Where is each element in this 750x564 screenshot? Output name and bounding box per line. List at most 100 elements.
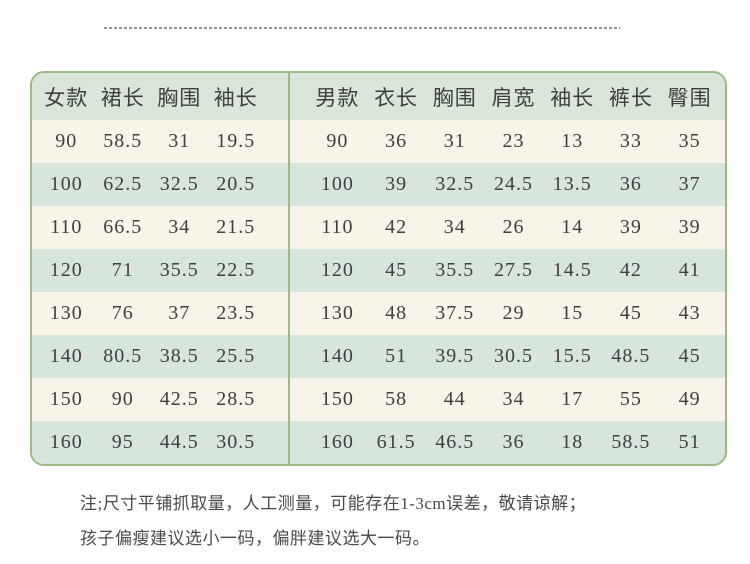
- women-row-110: 110 66.5 34 21.5: [32, 206, 288, 249]
- value-cell: 45: [678, 345, 701, 367]
- value-cell: 13.5: [552, 173, 592, 195]
- measurement-note: 注;尺寸平铺抓取量，人工测量，可能存在1-3cm误差，敬请谅解； 孩子偏瘦建议选…: [80, 486, 586, 556]
- value-cell: 76: [111, 302, 134, 324]
- value-cell: 58.5: [611, 431, 651, 453]
- value-cell: 39: [619, 216, 642, 238]
- value-cell: 95: [111, 431, 134, 453]
- value-cell: 23.5: [216, 302, 256, 324]
- header-cell: 女款: [44, 85, 89, 110]
- value-cell: 14: [561, 216, 584, 238]
- value-cell: 15: [561, 302, 584, 324]
- size-cell: 130: [49, 302, 83, 324]
- women-row-90: 90 58.5 31 19.5: [32, 120, 288, 163]
- women-row-130: 130 76 37 23.5: [32, 292, 288, 335]
- men-row-100: 100 39 32.5 24.5 13.5 36 37: [290, 163, 725, 206]
- value-cell: 15.5: [552, 345, 592, 367]
- men-row-110: 110 42 34 26 14 39 39: [290, 206, 725, 249]
- value-cell: 71: [111, 259, 134, 281]
- men-row-120: 120 45 35.5 27.5 14.5 42 41: [290, 249, 725, 292]
- value-cell: 36: [619, 173, 642, 195]
- women-row-120: 120 71 35.5 22.5: [32, 249, 288, 292]
- value-cell: 13: [561, 130, 584, 152]
- men-row-90: 90 36 31 23 13 33 35: [290, 120, 725, 163]
- dashed-divider: [104, 27, 620, 29]
- value-cell: 30.5: [493, 345, 533, 367]
- value-cell: 36: [502, 431, 525, 453]
- value-cell: 25.5: [216, 345, 256, 367]
- size-cell: 120: [320, 259, 354, 281]
- note-line-2: 孩子偏瘦建议选小一码，偏胖建议选大一码。: [80, 529, 430, 548]
- value-cell: 19.5: [216, 130, 256, 152]
- value-cell: 44: [443, 388, 466, 410]
- header-cell: 肩宽: [491, 85, 536, 110]
- value-cell: 17: [561, 388, 584, 410]
- value-cell: 32.5: [159, 173, 199, 195]
- value-cell: 36: [385, 130, 408, 152]
- men-size-table: 男款 衣长 胸围 肩宽 袖长 裤长 臀围 90 36 31 23 13 33 35 100 39 32.5 24.…: [288, 73, 725, 464]
- header-cell: 裤长: [608, 85, 653, 110]
- value-cell: 42.5: [159, 388, 199, 410]
- value-cell: 55: [619, 388, 642, 410]
- header-cell: 臀围: [667, 85, 712, 110]
- value-cell: 39.5: [435, 345, 475, 367]
- size-cell: 140: [49, 345, 83, 367]
- value-cell: 28.5: [216, 388, 256, 410]
- size-cell: 120: [49, 259, 83, 281]
- value-cell: 41: [678, 259, 701, 281]
- value-cell: 26: [502, 216, 525, 238]
- value-cell: 37: [168, 302, 191, 324]
- value-cell: 58: [385, 388, 408, 410]
- note-line-1: 注;尺寸平铺抓取量，人工测量，可能存在1-3cm误差，敬请谅解；: [80, 494, 587, 513]
- value-cell: 42: [385, 216, 408, 238]
- size-cell: 150: [49, 388, 83, 410]
- value-cell: 30.5: [216, 431, 256, 453]
- value-cell: 42: [619, 259, 642, 281]
- value-cell: 18: [561, 431, 584, 453]
- value-cell: 22.5: [216, 259, 256, 281]
- value-cell: 39: [385, 173, 408, 195]
- size-cell: 160: [320, 431, 354, 453]
- value-cell: 90: [111, 388, 134, 410]
- value-cell: 24.5: [493, 173, 533, 195]
- value-cell: 31: [168, 130, 191, 152]
- header-cell: 胸围: [432, 85, 477, 110]
- men-row-130: 130 48 37.5 29 15 45 43: [290, 292, 725, 335]
- women-row-100: 100 62.5 32.5 20.5: [32, 163, 288, 206]
- size-cell: 110: [50, 216, 83, 238]
- value-cell: 21.5: [216, 216, 256, 238]
- value-cell: 14.5: [552, 259, 592, 281]
- value-cell: 45: [619, 302, 642, 324]
- value-cell: 35.5: [159, 259, 199, 281]
- size-cell: 140: [320, 345, 354, 367]
- value-cell: 35.5: [435, 259, 475, 281]
- value-cell: 33: [619, 130, 642, 152]
- value-cell: 29: [502, 302, 525, 324]
- value-cell: 32.5: [435, 173, 475, 195]
- size-cell: 160: [49, 431, 83, 453]
- value-cell: 51: [678, 431, 701, 453]
- men-row-140: 140 51 39.5 30.5 15.5 48.5 45: [290, 335, 725, 378]
- size-cell: 100: [320, 173, 354, 195]
- value-cell: 45: [385, 259, 408, 281]
- value-cell: 31: [443, 130, 466, 152]
- header-cell: 胸围: [157, 85, 202, 110]
- women-row-160: 160 95 44.5 30.5: [32, 421, 288, 464]
- value-cell: 20.5: [216, 173, 256, 195]
- value-cell: 51: [385, 345, 408, 367]
- value-cell: 49: [678, 388, 701, 410]
- header-cell: 袖长: [213, 85, 258, 110]
- header-cell: 袖长: [550, 85, 595, 110]
- value-cell: 37: [678, 173, 701, 195]
- size-cell: 100: [49, 173, 83, 195]
- size-cell: 110: [321, 216, 354, 238]
- value-cell: 44.5: [159, 431, 199, 453]
- header-cell: 衣长: [374, 85, 419, 110]
- value-cell: 46.5: [435, 431, 475, 453]
- value-cell: 48: [385, 302, 408, 324]
- header-cell: 男款: [315, 85, 360, 110]
- value-cell: 38.5: [159, 345, 199, 367]
- value-cell: 35: [678, 130, 701, 152]
- header-cell: 裙长: [100, 85, 145, 110]
- women-size-table: 女款 裙长 胸围 袖长 90 58.5 31 19.5 100 62.5 32.5 20.5 110 66…: [32, 73, 288, 464]
- value-cell: 34: [502, 388, 525, 410]
